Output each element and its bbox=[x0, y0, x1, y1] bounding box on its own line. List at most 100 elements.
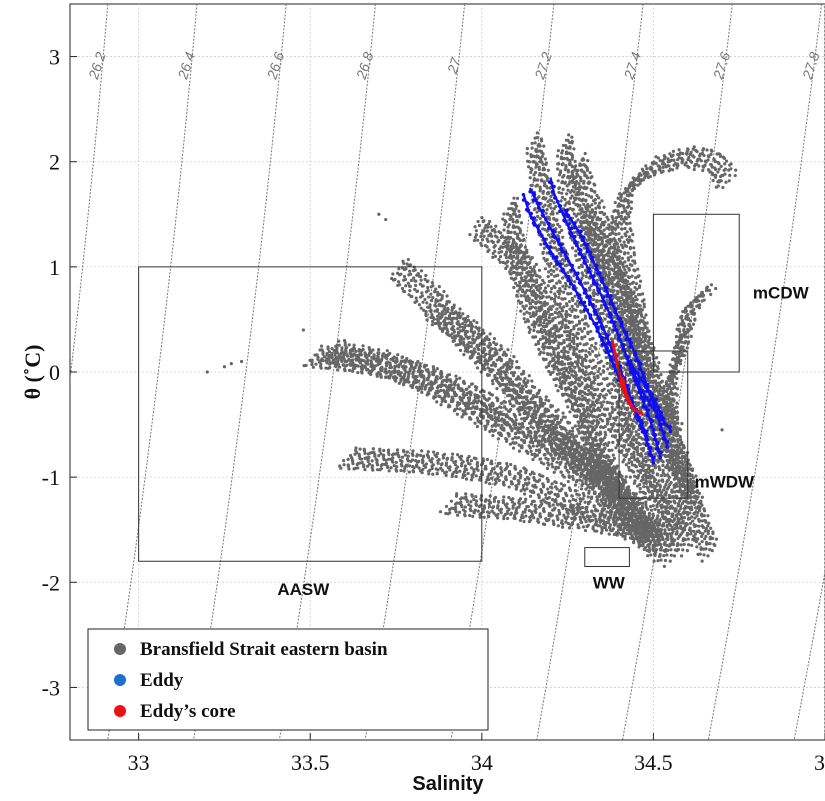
data-point bbox=[539, 327, 543, 331]
data-point bbox=[671, 495, 675, 499]
data-point bbox=[535, 309, 539, 314]
data-point bbox=[631, 446, 636, 450]
data-point bbox=[610, 382, 615, 386]
data-point bbox=[595, 193, 599, 198]
data-point bbox=[576, 299, 580, 303]
data-point bbox=[514, 220, 518, 224]
data-point bbox=[562, 340, 566, 345]
data-point bbox=[600, 452, 604, 456]
data-point bbox=[536, 391, 541, 395]
data-point bbox=[584, 366, 589, 370]
data-point bbox=[586, 384, 591, 389]
data-point bbox=[535, 274, 539, 278]
data-point bbox=[508, 472, 512, 476]
data-point bbox=[660, 490, 664, 494]
data-point bbox=[624, 454, 628, 459]
data-point bbox=[637, 435, 641, 439]
data-point bbox=[560, 362, 564, 366]
data-point bbox=[480, 215, 484, 220]
data-point bbox=[529, 183, 533, 188]
data-point bbox=[565, 392, 569, 397]
data-point bbox=[546, 262, 550, 266]
data-point bbox=[534, 149, 538, 153]
data-point bbox=[526, 319, 530, 323]
data-point bbox=[654, 452, 658, 456]
data-point bbox=[563, 181, 567, 185]
data-point bbox=[354, 446, 358, 450]
data-point bbox=[533, 141, 537, 145]
data-point bbox=[588, 433, 593, 437]
data-point bbox=[554, 409, 558, 414]
data-point bbox=[610, 434, 615, 438]
data-point bbox=[583, 151, 587, 156]
data-point bbox=[657, 510, 661, 514]
data-point bbox=[574, 415, 579, 419]
data-point bbox=[598, 360, 602, 364]
data-point bbox=[656, 514, 660, 518]
data-point bbox=[577, 321, 582, 326]
data-point bbox=[549, 490, 554, 494]
data-point bbox=[565, 304, 569, 308]
data-point bbox=[570, 153, 574, 157]
data-point bbox=[504, 244, 508, 249]
data-point bbox=[567, 475, 572, 480]
data-point bbox=[613, 429, 617, 433]
data-point bbox=[394, 460, 398, 465]
data-point bbox=[515, 232, 519, 236]
data-point bbox=[578, 391, 582, 395]
data-point bbox=[566, 405, 570, 409]
data-point bbox=[400, 464, 404, 468]
data-point bbox=[569, 345, 574, 349]
data-point bbox=[362, 447, 366, 451]
data-point bbox=[573, 483, 578, 487]
data-point bbox=[615, 507, 620, 512]
data-point bbox=[569, 387, 573, 391]
data-point bbox=[556, 273, 560, 277]
data-point bbox=[532, 283, 536, 287]
data-point bbox=[660, 510, 664, 515]
data-point bbox=[575, 344, 580, 348]
data-point bbox=[631, 388, 635, 392]
data-point bbox=[505, 264, 509, 268]
data-point bbox=[534, 312, 538, 316]
data-point bbox=[542, 144, 546, 148]
data-point bbox=[514, 251, 518, 255]
data-point bbox=[546, 478, 550, 482]
data-point bbox=[564, 151, 569, 155]
data-point bbox=[458, 469, 462, 473]
data-point bbox=[662, 505, 666, 509]
data-point bbox=[599, 425, 603, 429]
data-point bbox=[573, 165, 577, 169]
data-point bbox=[629, 440, 633, 444]
data-point bbox=[502, 228, 506, 232]
data-point bbox=[528, 265, 533, 270]
data-point bbox=[560, 325, 564, 329]
data-point bbox=[552, 352, 556, 356]
data-point bbox=[490, 476, 494, 480]
data-point bbox=[534, 342, 538, 347]
data-point bbox=[558, 355, 562, 359]
data-point bbox=[461, 322, 465, 326]
isopycnal-line bbox=[793, 568, 825, 740]
data-point bbox=[477, 223, 482, 228]
data-point bbox=[520, 271, 524, 275]
data-point bbox=[473, 225, 477, 229]
data-point bbox=[552, 201, 556, 205]
data-point bbox=[514, 467, 518, 471]
data-point bbox=[431, 472, 435, 476]
data-point bbox=[576, 218, 580, 222]
data-point bbox=[580, 349, 584, 353]
data-point bbox=[626, 449, 630, 453]
data-point bbox=[534, 280, 538, 284]
data-point bbox=[551, 370, 555, 374]
data-point bbox=[683, 527, 687, 532]
data-point bbox=[547, 399, 551, 403]
data-point bbox=[596, 444, 601, 449]
data-point bbox=[442, 452, 447, 456]
data-point bbox=[606, 218, 610, 222]
data-point bbox=[662, 554, 666, 558]
data-point bbox=[593, 210, 598, 214]
data-point bbox=[610, 448, 614, 452]
data-point bbox=[534, 165, 538, 169]
data-point bbox=[667, 511, 671, 515]
